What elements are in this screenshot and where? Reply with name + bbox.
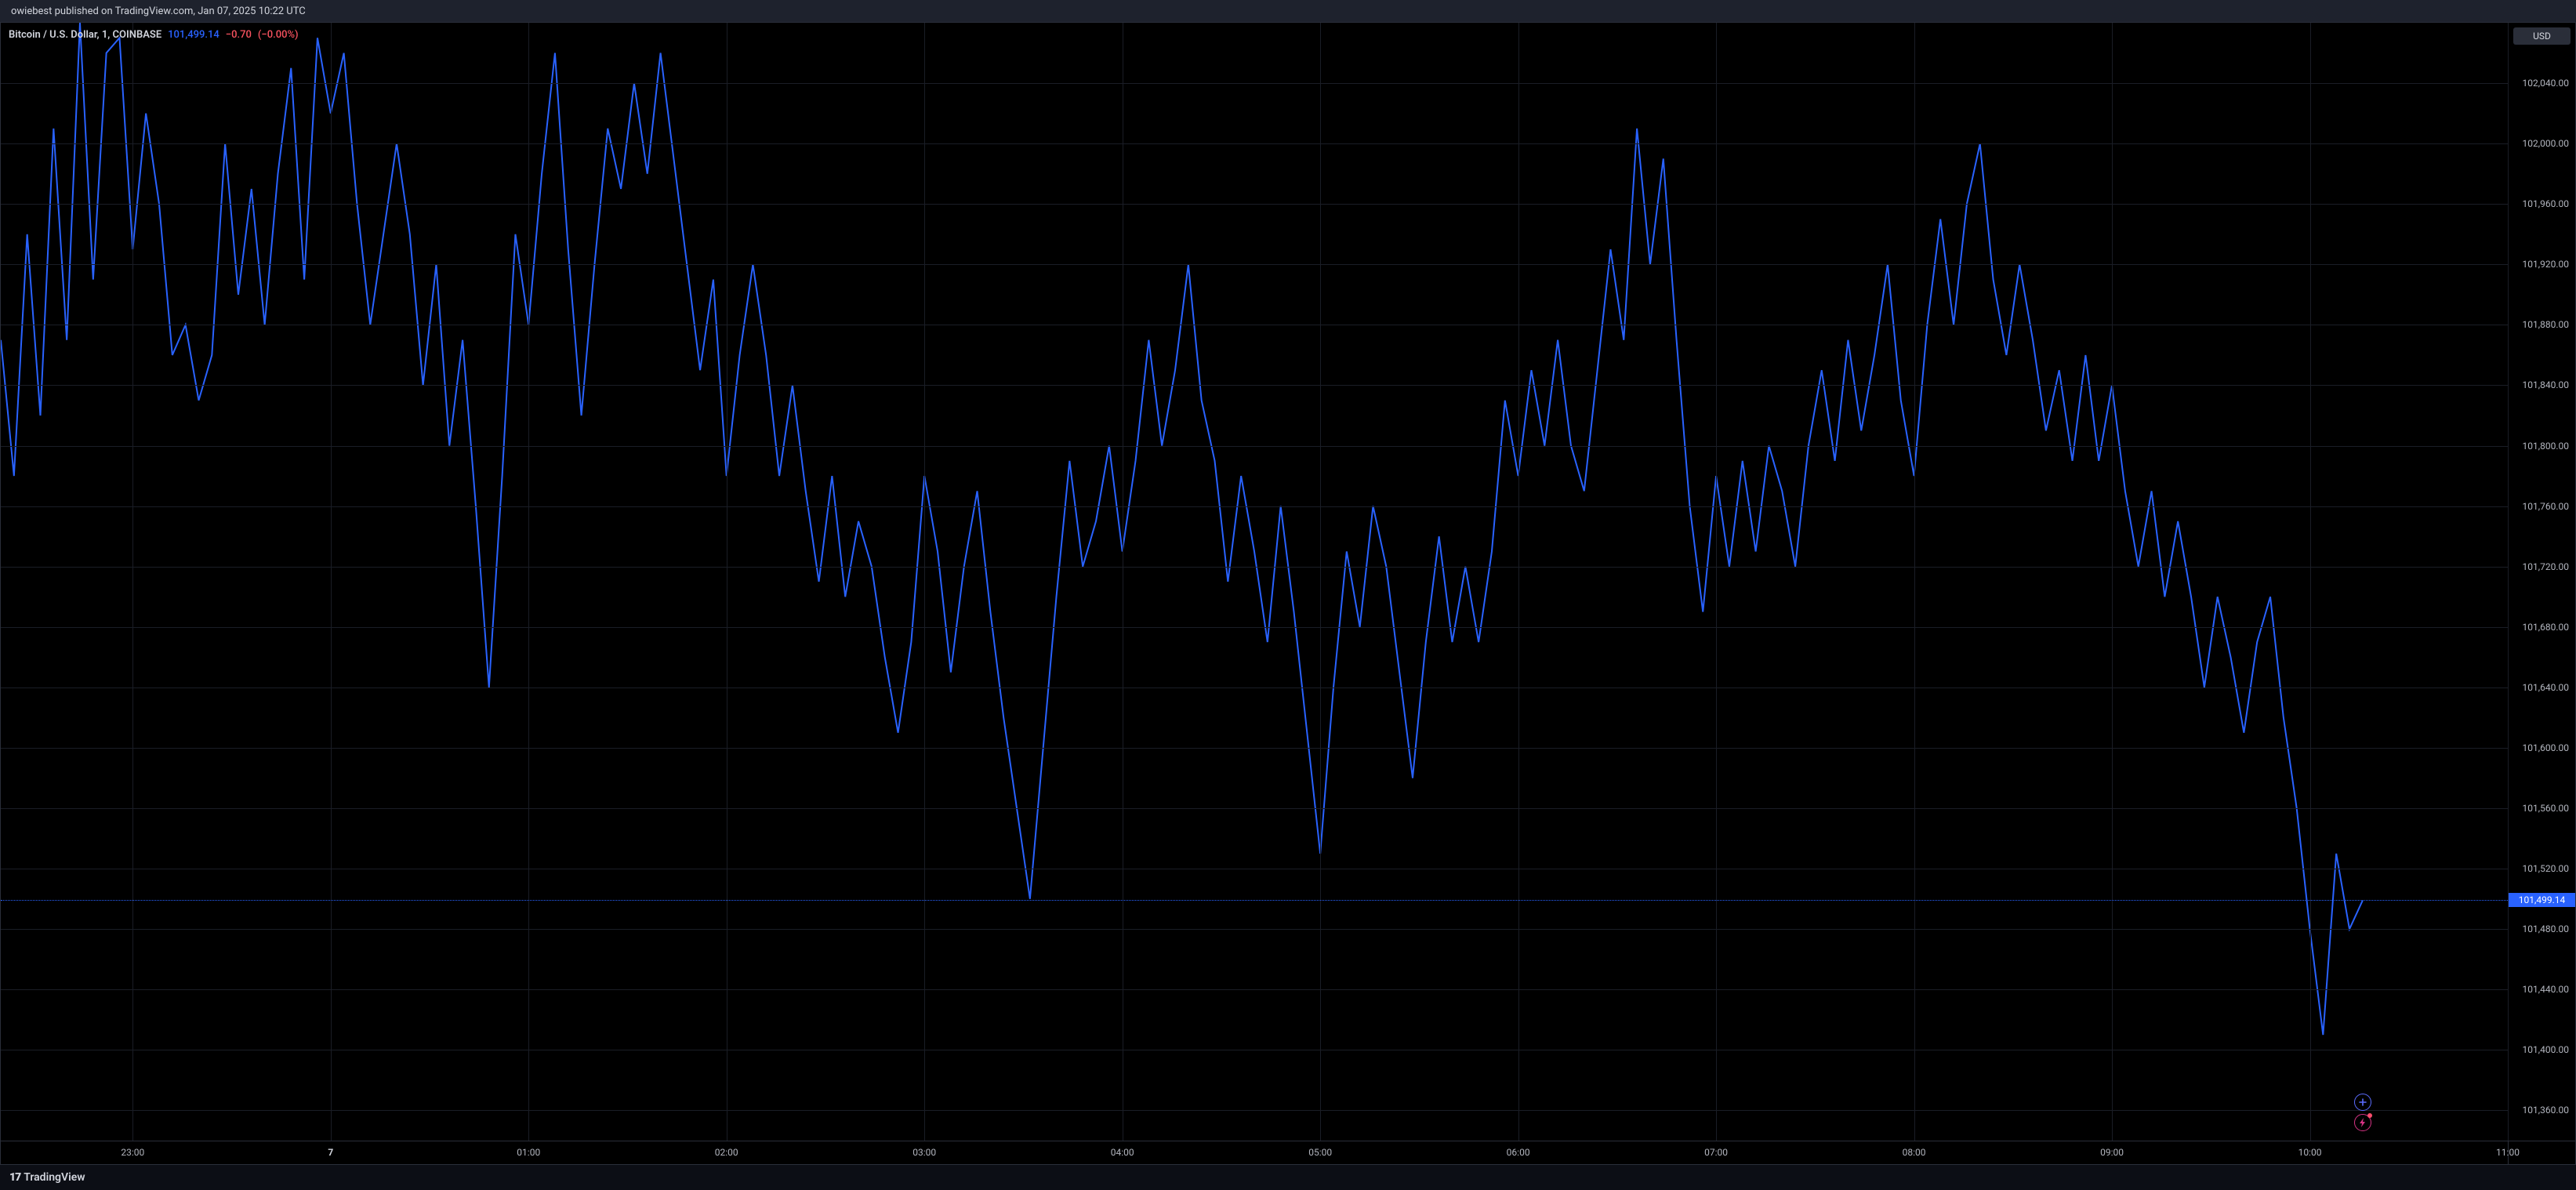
y-tick-label: 101,760.00 bbox=[2523, 501, 2569, 512]
current-price-label: 101,499.14 bbox=[2509, 893, 2575, 907]
x-tick-label: 04:00 bbox=[1111, 1147, 1134, 1158]
x-tick-label: 07:00 bbox=[1704, 1147, 1728, 1158]
flash-icon[interactable] bbox=[2354, 1114, 2371, 1131]
y-axis[interactable]: USD 102,040.00 102,000.00 101,960.00 101,92… bbox=[2509, 22, 2576, 1141]
tv-mark-icon: 17 bbox=[9, 1171, 20, 1184]
y-tick-label: 101,400.00 bbox=[2523, 1044, 2569, 1055]
y-tick-label: 102,040.00 bbox=[2523, 78, 2569, 89]
symbol-pct: (−0.00%) bbox=[258, 29, 299, 41]
x-tick-label: 23:00 bbox=[121, 1147, 144, 1158]
grid-vertical bbox=[924, 23, 925, 1141]
y-tick-label: 101,440.00 bbox=[2523, 984, 2569, 995]
grid-vertical bbox=[2310, 23, 2311, 1141]
x-tick-label: 03:00 bbox=[912, 1147, 936, 1158]
grid-vertical bbox=[1914, 23, 1915, 1141]
y-tick-label: 101,800.00 bbox=[2523, 441, 2569, 452]
grid-vertical bbox=[2112, 23, 2113, 1141]
grid-vertical bbox=[1716, 23, 1717, 1141]
symbol-last: 101,499.14 bbox=[168, 29, 220, 41]
chart-area: Bitcoin / U.S. Dollar, 1, COINBASE 101,4… bbox=[0, 22, 2576, 1141]
x-tick-label: 01:00 bbox=[517, 1147, 540, 1158]
price-line-svg bbox=[1, 23, 2508, 1141]
y-tick-label: 101,640.00 bbox=[2523, 682, 2569, 693]
y-tick-label: 101,960.00 bbox=[2523, 198, 2569, 209]
x-axis[interactable]: 23:00 7 01:00 02:00 03:00 04:00 05:00 06:00 07:0… bbox=[1, 1141, 2508, 1164]
footer: 17 TradingView bbox=[0, 1165, 2576, 1190]
y-tick-label: 102,000.00 bbox=[2523, 138, 2569, 149]
grid-horizontal bbox=[1, 808, 2508, 809]
grid-vertical bbox=[132, 23, 133, 1141]
chart-pane[interactable]: Bitcoin / U.S. Dollar, 1, COINBASE 101,4… bbox=[0, 22, 2509, 1141]
grid-horizontal bbox=[1, 989, 2508, 990]
grid-vertical bbox=[1518, 23, 1519, 1141]
tradingview-logo[interactable]: 17 TradingView bbox=[9, 1171, 85, 1184]
grid-horizontal bbox=[1, 385, 2508, 386]
y-tick-label: 101,840.00 bbox=[2523, 379, 2569, 390]
symbol-legend: Bitcoin / U.S. Dollar, 1, COINBASE 101,4… bbox=[9, 29, 299, 41]
grid-horizontal bbox=[1, 446, 2508, 447]
grid-vertical bbox=[528, 23, 529, 1141]
publish-text: owiebest published on TradingView.com, J… bbox=[11, 5, 306, 17]
grid-horizontal bbox=[1, 204, 2508, 205]
x-tick-label: 7 bbox=[328, 1147, 333, 1158]
grid-vertical bbox=[331, 23, 332, 1141]
y-tick-label: 101,880.00 bbox=[2523, 319, 2569, 330]
x-tick-label: 05:00 bbox=[1308, 1147, 1332, 1158]
x-tick-label: 11:00 bbox=[2496, 1147, 2520, 1158]
y-tick-label: 101,560.00 bbox=[2523, 803, 2569, 814]
grid-horizontal bbox=[1, 83, 2508, 84]
grid-horizontal bbox=[1, 929, 2508, 930]
app-root: owiebest published on TradingView.com, J… bbox=[0, 0, 2576, 1190]
grid-horizontal bbox=[1, 264, 2508, 265]
x-tick-label: 06:00 bbox=[1507, 1147, 1530, 1158]
grid-horizontal bbox=[1, 506, 2508, 507]
y-tick-label: 101,480.00 bbox=[2523, 923, 2569, 934]
y-tick-label: 101,720.00 bbox=[2523, 561, 2569, 572]
y-tick-label: 101,520.00 bbox=[2523, 863, 2569, 874]
grid-horizontal bbox=[1, 567, 2508, 568]
x-tick-label: 02:00 bbox=[715, 1147, 738, 1158]
grid-horizontal bbox=[1, 143, 2508, 144]
x-tick-label: 10:00 bbox=[2298, 1147, 2322, 1158]
x-axis-row: 23:00 7 01:00 02:00 03:00 04:00 05:00 06:00 07:0… bbox=[0, 1141, 2576, 1165]
symbol-delta: −0.70 bbox=[226, 29, 252, 41]
brand-text: TradingView bbox=[24, 1171, 85, 1184]
grid-vertical bbox=[1320, 23, 1321, 1141]
x-tick-label: 08:00 bbox=[1903, 1147, 1926, 1158]
publish-bar: owiebest published on TradingView.com, J… bbox=[0, 0, 2576, 22]
price-polyline bbox=[1, 23, 2363, 1035]
currency-button[interactable]: USD bbox=[2513, 27, 2571, 45]
x-tick-label: 09:00 bbox=[2100, 1147, 2124, 1158]
current-price-line bbox=[1, 900, 2508, 901]
grid-horizontal bbox=[1, 1110, 2508, 1111]
y-tick-label: 101,360.00 bbox=[2523, 1105, 2569, 1116]
add-alert-icon[interactable] bbox=[2354, 1094, 2371, 1111]
grid-horizontal bbox=[1, 748, 2508, 749]
y-tick-label: 101,680.00 bbox=[2523, 622, 2569, 633]
y-tick-label: 101,920.00 bbox=[2523, 259, 2569, 270]
y-tick-label: 101,600.00 bbox=[2523, 742, 2569, 753]
grid-horizontal bbox=[1, 627, 2508, 628]
symbol-name: Bitcoin / U.S. Dollar, 1, COINBASE bbox=[9, 29, 161, 41]
